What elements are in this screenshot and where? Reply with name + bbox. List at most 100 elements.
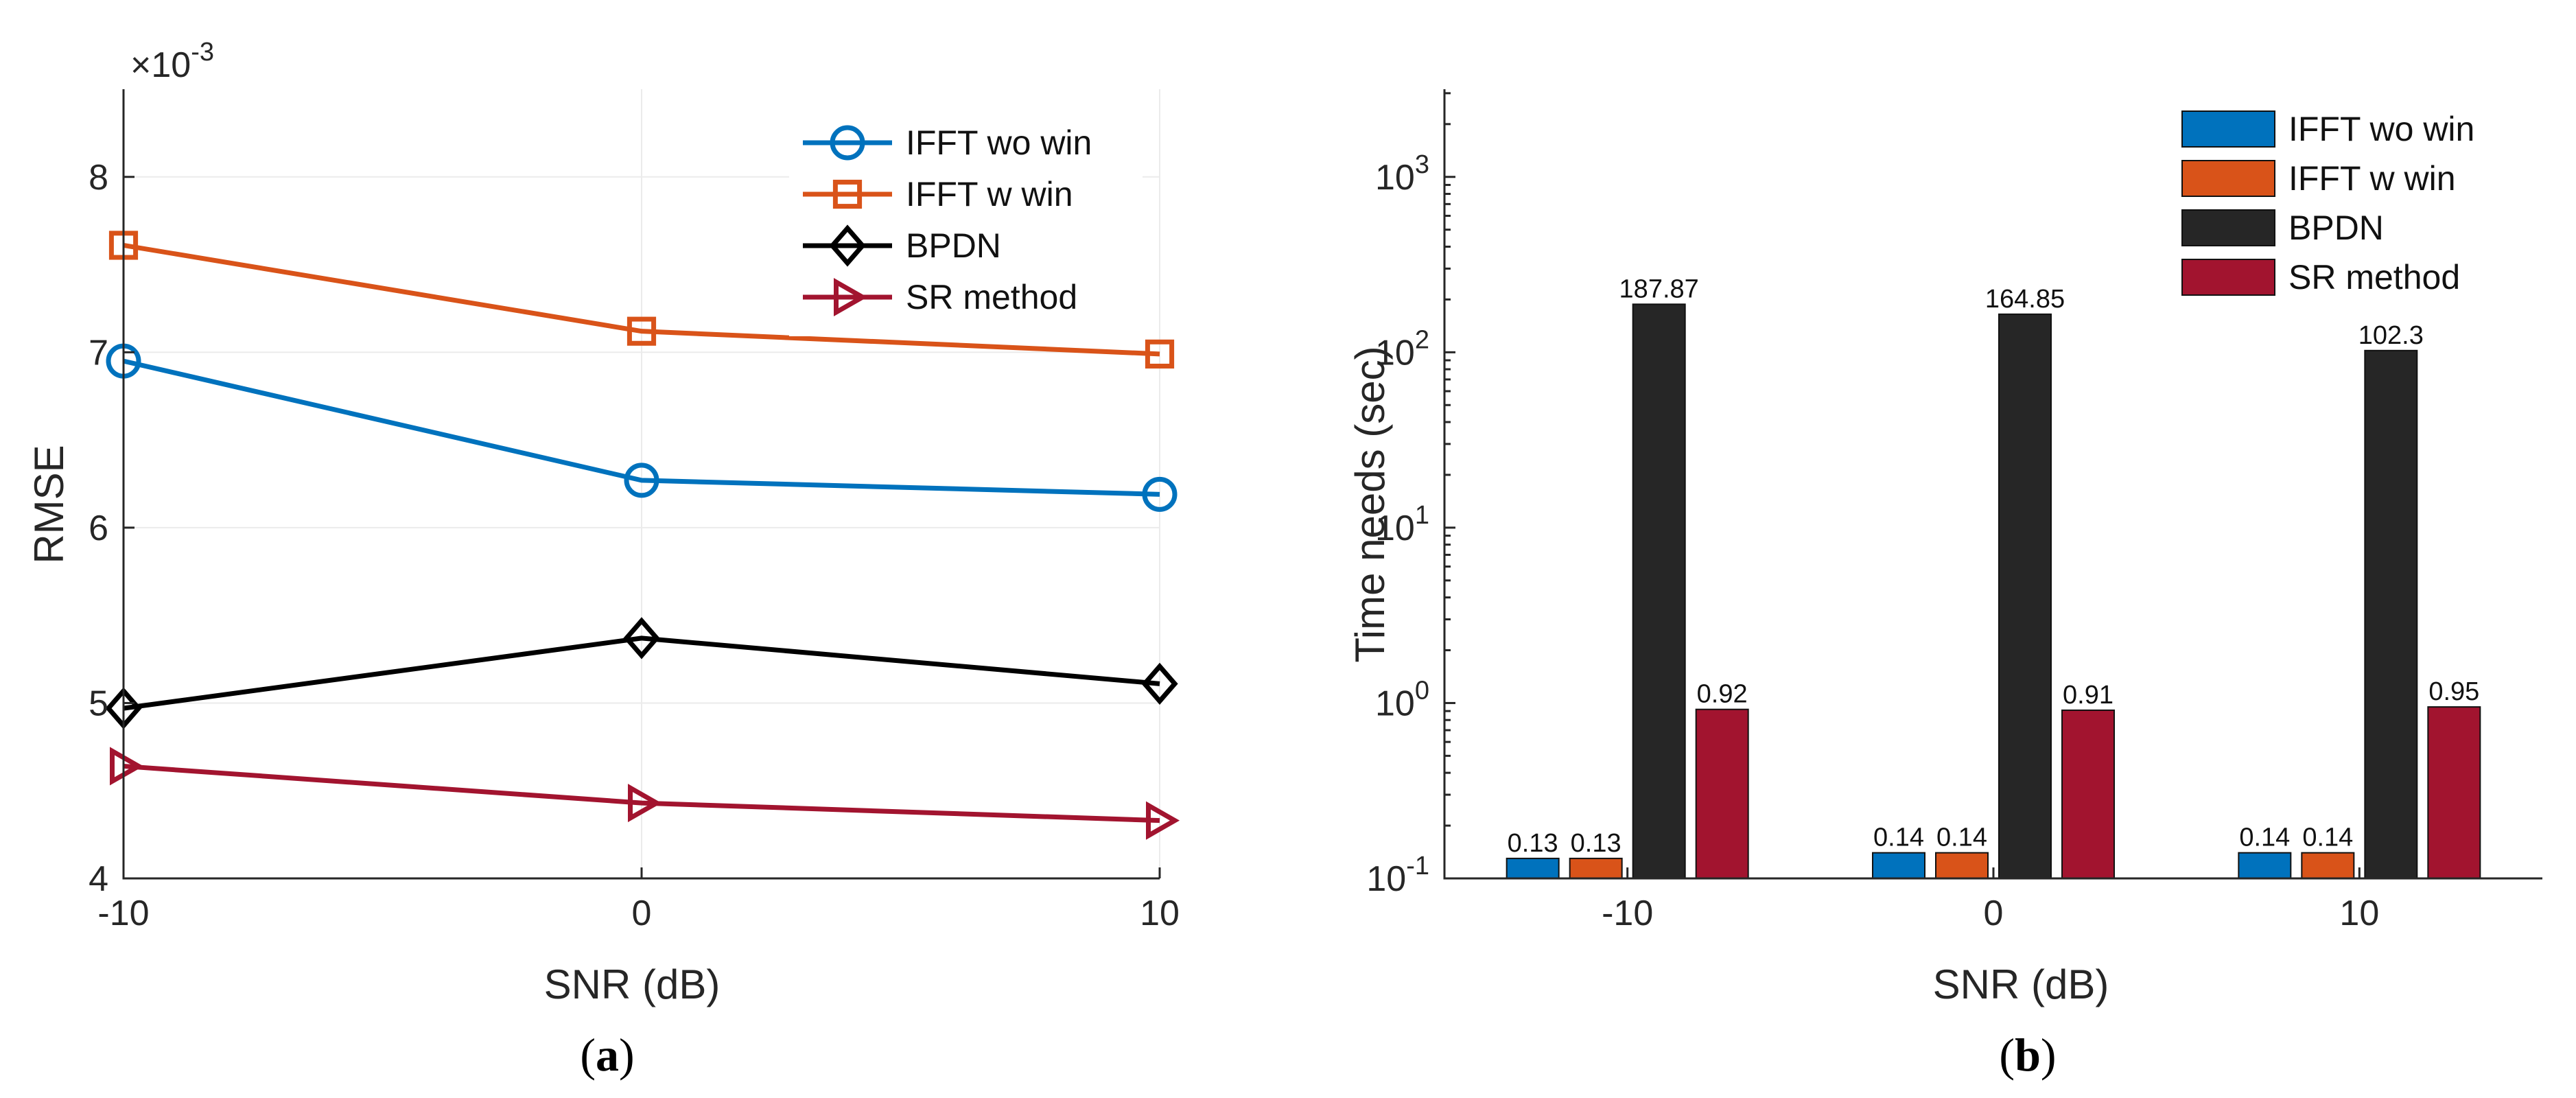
- b-data-label-bpdn-10: 102.3: [2358, 321, 2424, 350]
- a-ytick-label-5: 5: [89, 684, 108, 723]
- b-bar-sr-method-0: [2061, 709, 2115, 879]
- a-point-ifft-wo-win-10: [1142, 476, 1178, 512]
- a-point-bpdn-10: [1141, 662, 1178, 705]
- b-data-label-ifft-wo-win-0: 0.14: [1873, 824, 1924, 852]
- panel-b-bar-chart: 0.13 0.13 187.87 0.92 0.14 0.14 164.85 0.91 0.14…: [1347, 89, 2542, 1081]
- a-tick-marks: [122, 176, 1161, 880]
- a-line-bpdn: [123, 635, 1160, 711]
- b-bar-sr-method-10: [1695, 708, 1749, 879]
- b-bar-sr-method-10: [2427, 706, 2481, 879]
- a-point-sr-method-0: [628, 784, 662, 823]
- b-ytick-exp-0: 0: [1415, 676, 1429, 705]
- b-ytick-exp-2: 2: [1415, 325, 1429, 354]
- a-xtick-label-10: 10: [1140, 893, 1180, 933]
- b-legend-label-bpdn: BPDN: [2288, 209, 2384, 247]
- a-y-axis-label: RMSE: [26, 445, 72, 563]
- b-bar-bpdn-0: [1998, 313, 2052, 879]
- b-legend-label-sr-method: SR method: [2288, 258, 2460, 296]
- b-data-label-sr-method-0: 0.91: [2063, 681, 2114, 710]
- b-ytick-label-2: 102: [1375, 325, 1429, 373]
- a-legend-marker-ifft-w-win: [832, 179, 863, 209]
- b-data-labels: 0.13 0.13 187.87 0.92 0.14 0.14 164.85 0.91 0.14…: [1508, 274, 2480, 858]
- a-legend-item-ifft-wo-win: IFFT wo win: [803, 124, 1092, 162]
- b-ytick-base-1: 10: [1375, 509, 1415, 548]
- b-bars-group: [1506, 303, 2481, 880]
- a-ytick-label-8: 8: [89, 158, 108, 198]
- b-legend-label-ifft-w-win: IFFT w win: [2288, 159, 2456, 198]
- b-xtick-label-0: 0: [1984, 893, 2004, 933]
- caption-a-letter: a: [596, 1029, 619, 1081]
- caption-a: (a): [580, 1029, 634, 1081]
- a-xtick-label-0: 0: [632, 893, 652, 933]
- a-point-ifft-w-win-10: [1145, 339, 1175, 369]
- b-y-axis-label: Time needs (sec): [1347, 346, 1393, 662]
- b-legend-swatch-bpdn: [2181, 209, 2275, 246]
- a-series-group: [105, 231, 1180, 840]
- b-ytick-base-2: 10: [1375, 333, 1415, 373]
- a-ytick-label-4: 4: [89, 859, 108, 899]
- a-exponent-power: -3: [191, 38, 214, 67]
- b-legend-swatch-ifft-w-win: [2181, 160, 2275, 197]
- caption-b: (b): [1999, 1029, 2056, 1081]
- b-bar-ifft-wo-win-10: [2238, 852, 2292, 880]
- a-ytick-label-7: 7: [89, 333, 108, 373]
- b-data-label-sr-method-10: 0.95: [2428, 677, 2479, 706]
- a-point-sr-method-10: [1146, 801, 1180, 840]
- b-ytick-exp-1: 1: [1415, 501, 1429, 530]
- a-legend-item-ifft-w-win: IFFT w win: [803, 175, 1073, 213]
- b-legend-item-ifft-w-win: IFFT w win: [2181, 159, 2456, 198]
- a-line-ifft-w-win: [123, 242, 1160, 357]
- b-data-label-ifft-wo-win-10: 0.14: [2239, 824, 2290, 852]
- a-legend-item-bpdn: BPDN: [803, 224, 1001, 267]
- b-data-label-ifft-wo-win-10: 0.13: [1508, 829, 1558, 858]
- a-legend: IFFT wo win IFFT w win BPDN SR method: [789, 117, 1143, 336]
- b-ytick-base-3: 10: [1375, 158, 1415, 198]
- b-data-label-bpdn-0: 164.85: [1985, 285, 2065, 314]
- a-tick-labels: 4 5 6 7 8 -10 0 10: [89, 158, 1180, 933]
- b-data-label-bpdn-10: 187.87: [1619, 274, 1699, 303]
- a-legend-marker-ifft-wo-win: [830, 125, 865, 161]
- b-xtick-label-10: -10: [1602, 893, 1653, 933]
- b-legend-item-sr-method: SR method: [2181, 258, 2460, 296]
- b-legend-label-ifft-wo-win: IFFT wo win: [2288, 110, 2474, 148]
- a-legend-item-sr-method: SR method: [803, 277, 1077, 317]
- b-ytick-label-0: 100: [1375, 676, 1429, 723]
- b-bar-bpdn-10: [2364, 349, 2418, 879]
- a-series-sr-method: [110, 747, 1180, 840]
- b-tick-marks: [1444, 92, 2361, 880]
- a-point-sr-method-10: [110, 747, 144, 786]
- b-data-label-ifft-w-win-10: 0.13: [1571, 829, 1621, 858]
- a-x-axis-label: SNR (dB): [544, 961, 721, 1007]
- b-ytick-label-3: 103: [1375, 150, 1429, 198]
- b-data-label-sr-method-10: 0.92: [1697, 680, 1748, 709]
- a-legend-label-ifft-w-win: IFFT w win: [906, 175, 1073, 213]
- a-legend-marker-bpdn: [829, 224, 866, 267]
- b-ytick-exp--1: -1: [1406, 852, 1429, 880]
- b-bar-ifft-w-win-0: [1935, 852, 1989, 880]
- b-x-axis-label: SNR (dB): [1933, 961, 2109, 1007]
- a-legend-label-bpdn: BPDN: [906, 226, 1001, 265]
- a-line-ifft-wo-win: [123, 358, 1160, 497]
- a-exponent-prefix: ×10: [130, 45, 191, 85]
- b-bar-ifft-w-win-10: [2301, 852, 2355, 880]
- b-legend-swatch-sr-method: [2181, 259, 2275, 296]
- a-line-sr-method: [123, 763, 1160, 824]
- a-legend-label-sr-method: SR method: [906, 278, 1077, 316]
- b-ytick-base--1: 10: [1366, 859, 1406, 899]
- b-ytick-label--1: 10-1: [1366, 852, 1429, 899]
- b-ytick-exp-3: 3: [1415, 150, 1429, 179]
- a-point-bpdn-0: [623, 617, 660, 659]
- b-xtick-label-10: 10: [2339, 893, 2379, 933]
- b-legend-item-bpdn: BPDN: [2181, 209, 2384, 247]
- b-ytick-label-1: 101: [1375, 501, 1429, 548]
- a-axis-exponent: ×10-3: [130, 38, 214, 85]
- a-xtick-label-10: -10: [97, 893, 149, 933]
- b-data-label-ifft-w-win-10: 0.14: [2302, 824, 2353, 852]
- b-bar-ifft-wo-win-0: [1872, 852, 1925, 880]
- caption-b-letter: b: [2015, 1029, 2041, 1081]
- panel-a-line-chart: 4 5 6 7 8 -10 0 10 ×10-3 SNR (dB) RMSE IFFT wo …: [26, 38, 1180, 1081]
- a-legend-label-ifft-wo-win: IFFT wo win: [906, 124, 1092, 162]
- b-legend-swatch-ifft-wo-win: [2181, 110, 2275, 148]
- b-bar-ifft-w-win-10: [1569, 857, 1623, 879]
